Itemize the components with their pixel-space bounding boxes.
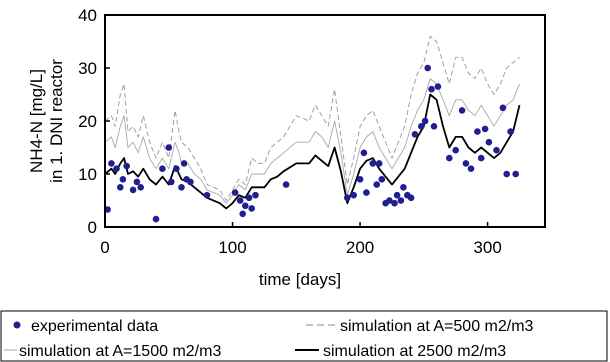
data-point-40 [397, 197, 405, 204]
data-point-48 [428, 85, 435, 93]
data-point-62 [503, 170, 511, 178]
legend: experimental data simulation at A=500 m2… [0, 310, 608, 362]
legend-label-a500: simulation at A=500 m2/m3 [340, 318, 534, 335]
legend-label-experimental: experimental data [31, 318, 158, 335]
data-point-60 [493, 146, 500, 154]
y-axis-title-line2: in 1. DNI reactor [47, 59, 66, 183]
data-point-14 [178, 184, 185, 191]
data-point-35 [378, 176, 386, 183]
data-point-41 [400, 184, 407, 191]
data-point-18 [203, 191, 211, 199]
data-point-56 [474, 128, 481, 135]
data-point-21 [239, 210, 246, 218]
data-point-47 [424, 64, 432, 72]
data-point-24 [248, 205, 255, 212]
data-point-1 [108, 160, 115, 167]
axes: 0 100 200 300 0 10 20 30 40 [78, 6, 502, 257]
data-point-13 [173, 165, 180, 172]
data-point-39 [393, 191, 401, 199]
series-line-1 [104, 35, 520, 201]
data-point-54 [462, 160, 470, 167]
y-tick-label-2: 20 [78, 112, 97, 131]
data-point-61 [499, 104, 507, 112]
data-point-15 [180, 160, 188, 167]
data-point-10 [159, 165, 166, 172]
data-point-59 [485, 138, 493, 146]
plot-markers [104, 64, 519, 223]
data-point-37 [386, 197, 393, 204]
x-axis-title: time [days] [259, 270, 341, 289]
data-point-25 [252, 191, 259, 199]
legend-label-a2500: simulation at 2500 m2/m3 [323, 343, 506, 360]
data-point-51 [446, 154, 453, 162]
data-point-20 [236, 197, 244, 204]
data-point-26 [282, 181, 290, 188]
x-tick-label-1: 100 [218, 238, 246, 257]
y-axis-title-line1: NH4-N [mg/L] [27, 69, 46, 173]
data-point-46 [421, 117, 429, 125]
x-tick-label-3: 300 [473, 238, 501, 257]
data-point-64 [512, 170, 519, 178]
data-point-7 [133, 178, 141, 186]
data-point-5 [123, 162, 130, 170]
plot-lines [104, 35, 521, 210]
data-point-31 [363, 189, 370, 196]
data-point-2 [113, 165, 120, 172]
data-point-6 [129, 186, 137, 194]
y-tick-label-4: 40 [78, 6, 97, 25]
legend-label-a1500: simulation at A=1500 m2/m3 [19, 343, 221, 360]
data-point-50 [434, 83, 442, 90]
data-point-28 [350, 191, 358, 199]
data-point-57 [477, 154, 485, 162]
series-line-2 [104, 78, 520, 204]
x-tick-label-2: 200 [346, 238, 374, 257]
data-point-45 [418, 123, 425, 130]
data-point-22 [242, 202, 249, 210]
data-point-17 [187, 178, 194, 186]
data-point-44 [411, 131, 419, 138]
data-point-8 [137, 184, 144, 191]
data-point-19 [231, 189, 239, 196]
x-tick-label-0: 0 [100, 238, 109, 257]
data-point-43 [407, 194, 415, 202]
data-point-30 [360, 149, 368, 157]
data-point-34 [375, 160, 383, 167]
data-point-11 [165, 144, 173, 151]
data-point-23 [245, 194, 253, 202]
legend-box [0, 310, 608, 362]
data-point-58 [481, 125, 489, 133]
legend-marker-experimental [13, 321, 21, 329]
data-point-55 [467, 165, 475, 172]
data-point-3 [117, 184, 124, 191]
y-tick-label-3: 30 [78, 59, 97, 78]
y-tick-label-1: 10 [78, 165, 97, 184]
data-point-4 [119, 176, 127, 183]
data-point-27 [344, 194, 351, 202]
data-point-32 [369, 160, 377, 167]
data-point-29 [356, 176, 364, 183]
data-point-33 [373, 181, 381, 188]
data-point-63 [507, 128, 514, 135]
data-point-53 [458, 107, 466, 114]
series-line-3 [104, 93, 521, 210]
data-point-38 [391, 199, 398, 207]
data-point-9 [152, 215, 160, 223]
y-tick-label-0: 0 [88, 218, 97, 237]
data-point-49 [430, 123, 438, 130]
data-point-12 [168, 178, 175, 186]
data-point-52 [452, 146, 460, 154]
